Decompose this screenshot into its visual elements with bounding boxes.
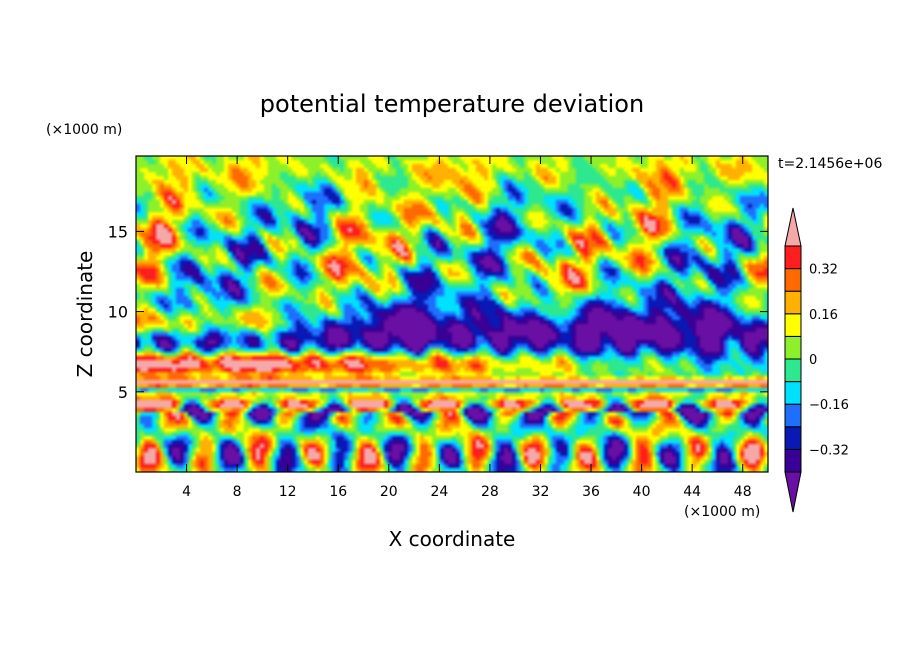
x-tick-label: 24 — [430, 484, 448, 500]
contour-field-image — [136, 156, 768, 472]
x-unit-label: (×1000 m) — [684, 504, 760, 520]
colorbar-tick-label: 0.32 — [809, 263, 838, 278]
colorbar-box — [784, 358, 802, 383]
x-tick-label: 44 — [683, 484, 701, 500]
colorbar-box — [784, 448, 802, 473]
time-label: t=2.1456e+06 — [778, 156, 882, 172]
colorbar-extend-bottom — [784, 471, 802, 513]
colorbar-box — [784, 268, 802, 292]
contour-field — [136, 156, 768, 472]
x-tick-label: 36 — [582, 484, 600, 500]
x-tick-label: 28 — [481, 484, 499, 500]
colorbar-box — [784, 381, 802, 405]
x-tick-label: 8 — [233, 484, 242, 500]
colorbar-extend-top — [784, 207, 802, 247]
plot-frame — [135, 155, 769, 473]
colorbar-tick-label: −0.16 — [809, 398, 849, 413]
y-axis-title: Z coordinate — [73, 251, 97, 378]
y-tick-label: 15 — [108, 222, 128, 241]
colorbar-box — [784, 245, 802, 270]
colorbar-box — [784, 290, 802, 315]
chart-title: potential temperature deviation — [260, 90, 644, 118]
colorbar-tick-label: 0.16 — [809, 308, 838, 323]
x-axis: 4 8 12 16 20 24 28 32 36 40 44 48 — [182, 156, 752, 500]
colorbar-box — [784, 426, 802, 450]
x-tick-label: 40 — [633, 484, 651, 500]
x-tick-label: 20 — [380, 484, 398, 500]
colorbar-box — [784, 335, 802, 360]
x-tick-label: 12 — [279, 484, 297, 500]
x-tick-label: 32 — [532, 484, 550, 500]
x-tick-label: 48 — [734, 484, 752, 500]
colorbar-box — [784, 403, 802, 428]
y-tick-label: 10 — [108, 303, 128, 322]
y-tick-label: 5 — [118, 383, 128, 402]
colorbar-tick-label: −0.32 — [809, 443, 849, 458]
y-unit-label: (×1000 m) — [46, 122, 122, 138]
y-axis: 5 10 15 — [108, 222, 768, 402]
colorbar-box — [784, 313, 802, 337]
x-tick-label: 4 — [182, 484, 191, 500]
x-axis-title: X coordinate — [389, 527, 516, 551]
x-tick-label: 16 — [329, 484, 347, 500]
colorbar: 0.32 0.16 0 −0.16 −0.32 — [784, 207, 849, 513]
colorbar-tick-label: 0 — [809, 353, 817, 368]
